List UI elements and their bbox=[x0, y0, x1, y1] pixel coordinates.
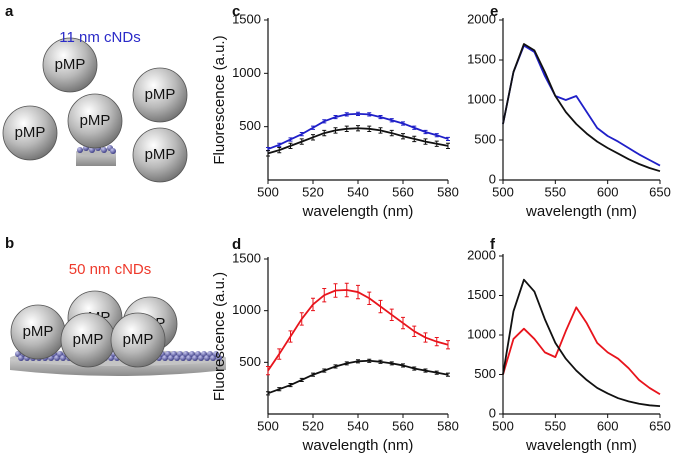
particles: pMPpMPpMPpMPpMPpMPpMPpMPpMPpMP bbox=[2, 37, 188, 368]
x-tick-label: 580 bbox=[437, 418, 459, 433]
panel-label: f bbox=[490, 236, 496, 253]
y-axis-label: Fluorescence (a.u.) bbox=[211, 35, 228, 164]
y-tick-label: 0 bbox=[489, 171, 496, 186]
particle bbox=[67, 93, 123, 149]
x-tick-label: 550 bbox=[544, 418, 566, 433]
substrate bbox=[10, 350, 226, 376]
y-tick-label: 500 bbox=[474, 366, 496, 381]
series-line bbox=[502, 306, 661, 396]
nanodiamond bbox=[216, 355, 222, 361]
series-line bbox=[267, 359, 449, 395]
y-tick-label: 1000 bbox=[467, 91, 496, 106]
pedestal bbox=[76, 145, 116, 166]
series-line bbox=[267, 127, 449, 155]
x-tick-label: 580 bbox=[437, 184, 459, 199]
particle-label: pMP bbox=[145, 86, 176, 103]
x-axis-label: wavelength (nm) bbox=[525, 203, 637, 220]
particle-label: pMP bbox=[123, 331, 154, 348]
x-axis-label: wavelength (nm) bbox=[302, 203, 414, 220]
particle-label: pMP bbox=[145, 146, 176, 163]
y-tick-label: 500 bbox=[239, 354, 261, 369]
x-tick-label: 500 bbox=[492, 184, 514, 199]
y-axis-label: Fluorescence (a.u.) bbox=[211, 272, 228, 401]
particle-label: pMP bbox=[73, 331, 104, 348]
x-tick-label: 650 bbox=[649, 184, 671, 199]
series-line bbox=[502, 44, 661, 167]
error-bar bbox=[266, 150, 270, 157]
panel-label: d bbox=[232, 236, 241, 253]
particle-label: pMP bbox=[55, 56, 86, 73]
y-tick-label: 2000 bbox=[467, 11, 496, 26]
particle-label: pMP bbox=[80, 112, 111, 129]
series-line bbox=[267, 112, 449, 150]
x-tick-label: 600 bbox=[597, 418, 619, 433]
diagram-title: 11 nm cNDs bbox=[59, 29, 140, 46]
x-tick-label: 650 bbox=[649, 418, 671, 433]
particle bbox=[2, 105, 58, 161]
particle bbox=[110, 312, 166, 368]
x-tick-label: 520 bbox=[302, 184, 324, 199]
x-tick-label: 540 bbox=[347, 418, 369, 433]
x-axis-label: wavelength (nm) bbox=[302, 437, 414, 454]
particle-label: pMP bbox=[23, 323, 54, 340]
particle-label: pMP bbox=[15, 124, 46, 141]
x-tick-label: 600 bbox=[597, 184, 619, 199]
y-tick-label: 500 bbox=[239, 118, 261, 133]
x-tick-label: 560 bbox=[392, 184, 414, 199]
x-tick-label: 560 bbox=[392, 418, 414, 433]
series-line bbox=[502, 43, 661, 173]
series-line bbox=[267, 289, 449, 372]
x-tick-label: 540 bbox=[347, 184, 369, 199]
y-tick-label: 2000 bbox=[467, 247, 496, 262]
x-tick-label: 500 bbox=[257, 184, 279, 199]
panel-label: e bbox=[490, 3, 498, 20]
x-tick-label: 550 bbox=[544, 184, 566, 199]
x-tick-label: 500 bbox=[257, 418, 279, 433]
panel-label: b bbox=[5, 235, 14, 252]
y-tick-label: 1500 bbox=[467, 51, 496, 66]
particle bbox=[132, 67, 188, 123]
y-tick-label: 1000 bbox=[232, 302, 261, 317]
x-tick-label: 500 bbox=[492, 418, 514, 433]
panel-label: a bbox=[5, 3, 14, 20]
diagram-title: 50 nm cNDs bbox=[69, 261, 152, 278]
x-tick-label: 520 bbox=[302, 418, 324, 433]
y-tick-label: 500 bbox=[474, 131, 496, 146]
y-tick-label: 1000 bbox=[232, 65, 261, 80]
y-tick-label: 1500 bbox=[232, 11, 261, 26]
y-tick-label: 1000 bbox=[467, 326, 496, 341]
y-tick-label: 1500 bbox=[232, 250, 261, 265]
x-axis-label: wavelength (nm) bbox=[525, 437, 637, 454]
y-tick-label: 1500 bbox=[467, 287, 496, 302]
particle bbox=[42, 37, 98, 93]
y-tick-label: 0 bbox=[489, 405, 496, 420]
series-line bbox=[502, 278, 661, 407]
particle bbox=[132, 127, 188, 183]
panel-label: c bbox=[232, 3, 240, 20]
